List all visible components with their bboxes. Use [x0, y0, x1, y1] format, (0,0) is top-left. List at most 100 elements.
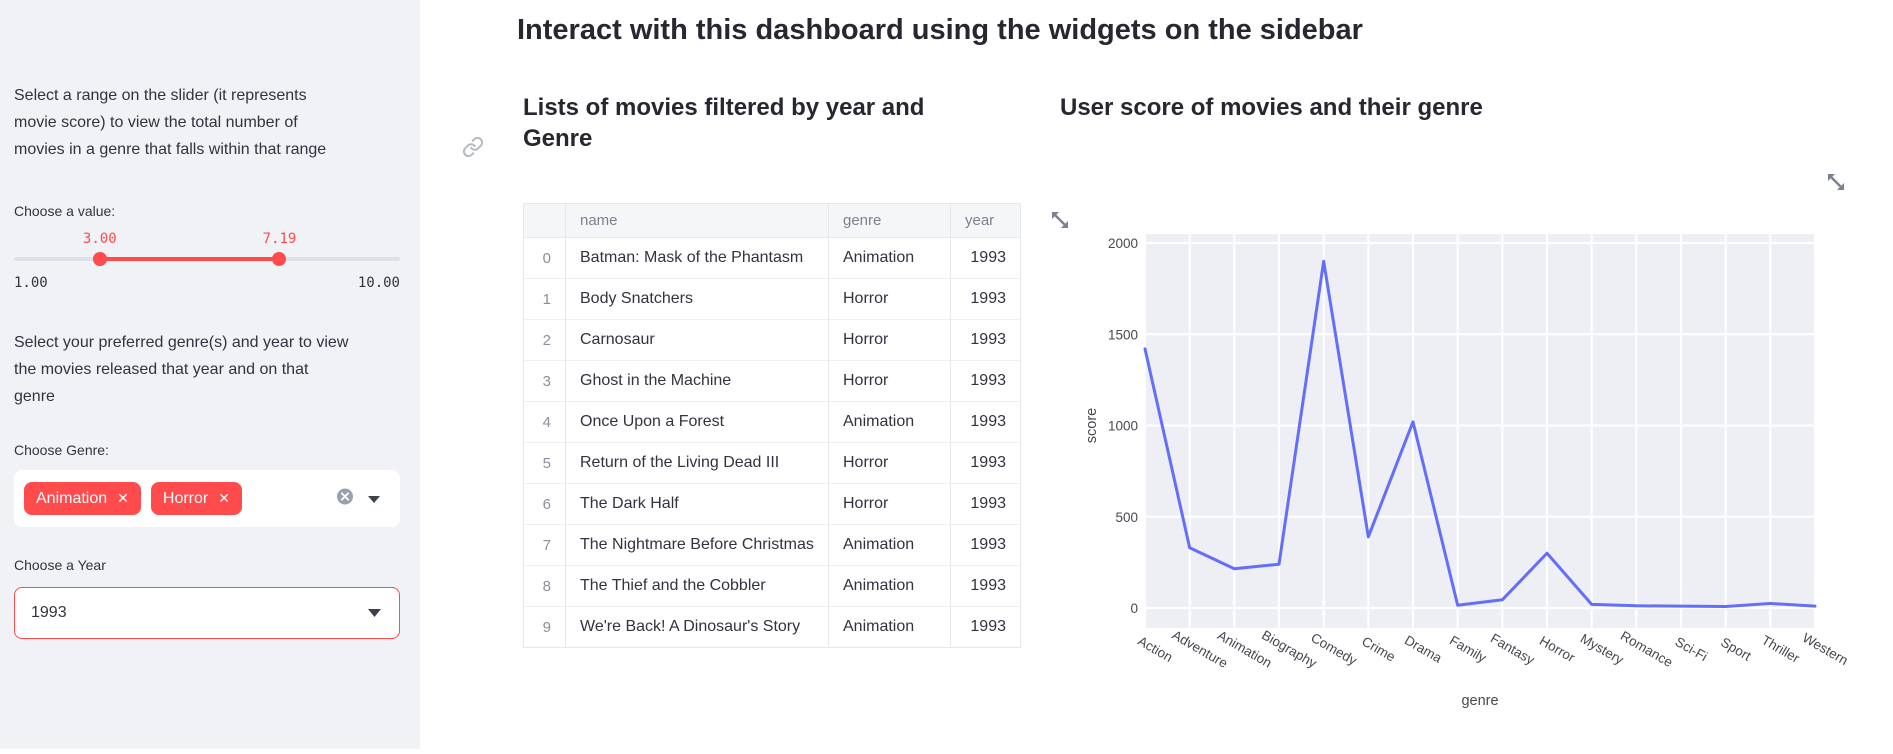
- svg-text:Action: Action: [1135, 633, 1175, 665]
- row-index: 6: [523, 483, 566, 525]
- table-row: 8 The Thief and the Cobbler Animation 1993: [523, 565, 1021, 607]
- movie-year: 1993: [950, 237, 1021, 279]
- table-row: 9 We're Back! A Dinosaur's Story Animation…: [523, 606, 1021, 648]
- svg-text:500: 500: [1115, 510, 1138, 525]
- svg-text:Crime: Crime: [1359, 634, 1398, 665]
- movie-year: 1993: [950, 319, 1021, 361]
- slider-min-label: 1.00: [14, 275, 48, 291]
- selectbox-caret-icon: [368, 604, 381, 622]
- table-header-cell: name: [565, 203, 829, 238]
- remove-genre-icon[interactable]: ✕: [117, 490, 129, 506]
- chart-heading: User score of movies and their genre: [1060, 94, 1483, 121]
- table-row: 1 Body Snatchers Horror 1993: [523, 278, 1021, 320]
- table-row: 7 The Nightmare Before Christmas Animation…: [523, 524, 1021, 566]
- slider-value-high: 7.19: [262, 231, 297, 247]
- year-selectbox[interactable]: 1993: [14, 587, 400, 639]
- movie-name: Return of the Living Dead III: [565, 442, 829, 484]
- movie-genre: Animation: [828, 524, 951, 566]
- table-row: 3 Ghost in the Machine Horror 1993: [523, 360, 1021, 402]
- clear-all-icon[interactable]: [336, 487, 354, 510]
- svg-text:Drama: Drama: [1402, 632, 1445, 665]
- movie-genre: Animation: [828, 606, 951, 648]
- slider-track[interactable]: [14, 252, 400, 266]
- movie-name: Ghost in the Machine: [565, 360, 829, 402]
- table-row: 2 Carnosaur Horror 1993: [523, 319, 1021, 361]
- movie-year: 1993: [950, 360, 1021, 402]
- slider-label: Choose a value:: [14, 203, 116, 219]
- row-index: 7: [523, 524, 566, 566]
- row-index: 4: [523, 401, 566, 443]
- slider-fill: [99, 257, 280, 261]
- movie-year: 1993: [950, 442, 1021, 484]
- sidebar-instruction-2: Select your preferred genre(s) and year …: [14, 334, 349, 405]
- movie-genre: Horror: [828, 360, 951, 402]
- slider-max-label: 10.00: [357, 275, 400, 291]
- movies-table: name genre year 0 Batman: Mask of the Phant…: [523, 203, 1021, 648]
- svg-text:Sci-Fi: Sci-Fi: [1673, 634, 1710, 664]
- svg-text:Horror: Horror: [1537, 633, 1578, 665]
- movie-name: The Nightmare Before Christmas: [565, 524, 829, 566]
- movie-genre: Animation: [828, 565, 951, 607]
- row-index: 2: [523, 319, 566, 361]
- movie-year: 1993: [950, 606, 1021, 648]
- movie-year: 1993: [950, 565, 1021, 607]
- svg-text:Fantasy: Fantasy: [1488, 631, 1537, 668]
- table-heading: Lists of movies filtered by year and Gen…: [523, 94, 925, 152]
- movie-name: The Thief and the Cobbler: [565, 565, 829, 607]
- dropdown-caret-icon[interactable]: [368, 490, 380, 508]
- table-row: 0 Batman: Mask of the Phantasm Animation 19…: [523, 237, 1021, 279]
- table-row: 6 The Dark Half Horror 1993: [523, 483, 1021, 525]
- movie-year: 1993: [950, 483, 1021, 525]
- movie-year: 1993: [950, 401, 1021, 443]
- table-header-cell: year: [950, 203, 1021, 238]
- table-row: 4 Once Upon a Forest Animation 1993: [523, 401, 1021, 443]
- anchor-link-icon[interactable]: [462, 136, 484, 163]
- page-title: Interact with this dashboard using the w…: [517, 14, 1363, 46]
- genre-pills: Animation ✕ Horror ✕: [24, 482, 242, 515]
- movies-table-container: name genre year 0 Batman: Mask of the Phant…: [523, 203, 1021, 648]
- score-chart[interactable]: 0 500 1000 1500 2000 Action Adventure Animation…: [1050, 195, 1893, 749]
- movie-year: 1993: [950, 278, 1021, 320]
- movie-name: Carnosaur: [565, 319, 829, 361]
- remove-genre-icon[interactable]: ✕: [218, 490, 230, 506]
- svg-text:2000: 2000: [1108, 236, 1138, 251]
- genre-multiselect[interactable]: Animation ✕ Horror ✕: [14, 470, 400, 527]
- svg-text:1500: 1500: [1108, 327, 1138, 342]
- slider-thumb-high[interactable]: [272, 252, 287, 266]
- svg-text:genre: genre: [1461, 693, 1498, 709]
- row-index: 9: [523, 606, 566, 648]
- movie-name: Body Snatchers: [565, 278, 829, 320]
- genre-pill[interactable]: Horror ✕: [150, 482, 242, 515]
- year-value: 1993: [31, 604, 67, 621]
- row-index: 0: [523, 237, 566, 279]
- svg-text:Romance: Romance: [1618, 628, 1676, 670]
- range-slider[interactable]: 3.00 7.19 1.00 10.00: [14, 231, 400, 297]
- svg-text:Sport: Sport: [1718, 635, 1754, 664]
- row-index: 1: [523, 278, 566, 320]
- sidebar: Select a range on the slider (it represe…: [0, 0, 420, 749]
- fullscreen-icon[interactable]: [1048, 208, 1072, 237]
- table-row: 5 Return of the Living Dead III Horror 1993: [523, 442, 1021, 484]
- svg-text:Thriller: Thriller: [1759, 632, 1803, 666]
- row-index: 8: [523, 565, 566, 607]
- movie-name: Once Upon a Forest: [565, 401, 829, 443]
- slider-thumb-low[interactable]: [92, 252, 107, 266]
- movie-name: We're Back! A Dinosaur's Story: [565, 606, 829, 648]
- row-index: 5: [523, 442, 566, 484]
- svg-text:Mystery: Mystery: [1578, 631, 1627, 668]
- svg-text:1000: 1000: [1108, 419, 1138, 434]
- genre-pill[interactable]: Animation ✕: [24, 482, 141, 515]
- genre-label: Choose Genre:: [14, 442, 109, 458]
- genre-pill-label: Animation: [36, 489, 108, 507]
- movie-year: 1993: [950, 524, 1021, 566]
- movie-name: Batman: Mask of the Phantasm: [565, 237, 829, 279]
- slider-value-low: 3.00: [82, 231, 117, 247]
- year-label: Choose a Year: [14, 557, 106, 573]
- svg-text:score: score: [1084, 408, 1100, 443]
- movie-genre: Horror: [828, 319, 951, 361]
- genre-pill-label: Horror: [162, 489, 209, 507]
- row-index: 3: [523, 360, 566, 402]
- fullscreen-icon[interactable]: [1824, 170, 1848, 199]
- movie-name: The Dark Half: [565, 483, 829, 525]
- movie-genre: Animation: [828, 237, 951, 279]
